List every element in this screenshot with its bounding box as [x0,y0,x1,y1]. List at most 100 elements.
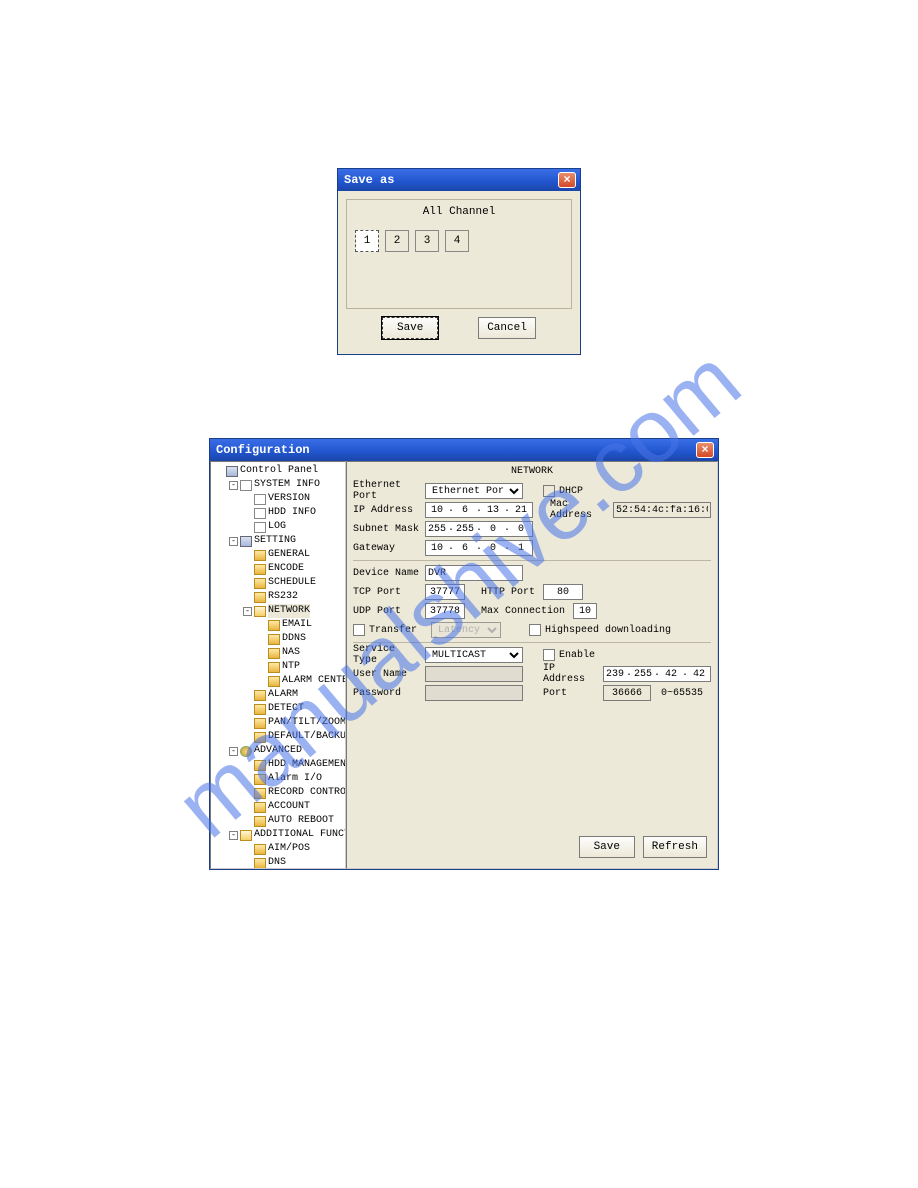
folder-open-icon [254,606,266,617]
folder-icon [254,578,266,589]
tree-record-control[interactable]: RECORD CONTROL [243,786,345,800]
tree-additional[interactable]: -ADDITIONAL FUNCTION AIM/POS DNS [229,828,345,869]
tree-schedule[interactable]: SCHEDULE [243,576,345,590]
folder-icon [268,662,280,673]
highspeed-checkbox[interactable] [529,624,541,636]
tree-hdd-mgmt[interactable]: HDD MANAGEMENT [243,758,345,772]
sm-oct3[interactable] [482,522,504,536]
http-port-input[interactable] [543,584,583,600]
tree-rs232[interactable]: RS232 [243,590,345,604]
expander-icon[interactable]: - [229,481,238,490]
tree-log[interactable]: LOG [243,520,345,534]
channel-groupbox: All Channel 1 2 3 4 [346,199,572,309]
tree-account[interactable]: ACCOUNT [243,800,345,814]
folder-icon [254,760,266,771]
tcp-port-input[interactable] [425,584,465,600]
max-conn-input[interactable] [573,603,597,619]
svcip-oct3[interactable] [660,667,682,681]
tree-nas[interactable]: NAS [257,646,345,660]
svcip-oct1[interactable] [604,667,626,681]
sm-oct2[interactable] [454,522,476,536]
cancel-button[interactable]: Cancel [478,317,536,339]
transfer-checkbox[interactable] [353,624,365,636]
gw-oct1[interactable] [426,541,448,555]
folder-icon [254,564,266,575]
folder-icon [268,634,280,645]
expander-icon[interactable]: - [229,831,238,840]
tree-advanced[interactable]: -ADVANCED HDD MANAGEMENT Alarm I/O RECOR… [229,744,345,828]
folder-icon [268,620,280,631]
gw-oct4[interactable] [510,541,532,555]
tree-auto-reboot[interactable]: AUTO REBOOT [243,814,345,828]
ip-oct4[interactable] [510,503,532,517]
tree-general[interactable]: GENERAL [243,548,345,562]
nav-tree[interactable]: Control Panel -SYSTEM INFO VERSION HDD I… [210,461,346,869]
save-button[interactable]: Save [579,836,635,858]
tree-alarm-io[interactable]: Alarm I/O [243,772,345,786]
tree-hdd-info[interactable]: HDD INFO [243,506,345,520]
service-type-select[interactable]: MULTICAST [425,647,523,663]
port-range: 0~65535 [661,688,703,699]
svc-ip-input[interactable]: . . . [603,666,711,682]
folder-icon [254,550,266,561]
enable-label: Enable [559,650,595,661]
gear-icon [240,746,252,757]
ip-oct1[interactable] [426,503,448,517]
expander-icon[interactable]: - [229,747,238,756]
tree-ptz[interactable]: PAN/TILT/ZOOM [243,716,345,730]
channel-3-button[interactable]: 3 [415,230,439,252]
refresh-button[interactable]: Refresh [643,836,707,858]
gw-oct2[interactable] [454,541,476,555]
tree-detect[interactable]: DETECT [243,702,345,716]
mac-address-label: Mac Address [550,499,609,521]
password-input [425,685,523,701]
tree-default-backup[interactable]: DEFAULT/BACKUP [243,730,345,744]
channel-4-button[interactable]: 4 [445,230,469,252]
save-button[interactable]: Save [382,317,438,339]
gw-oct3[interactable] [482,541,504,555]
svcip-oct2[interactable] [632,667,654,681]
subnet-mask-input[interactable]: . . . [425,521,533,537]
tree-encode[interactable]: ENCODE [243,562,345,576]
expander-icon[interactable]: - [243,607,252,616]
folder-icon [254,844,266,855]
ip-oct3[interactable] [482,503,504,517]
svcip-oct4[interactable] [688,667,710,681]
folder-icon [254,592,266,603]
gateway-input[interactable]: . . . [425,540,533,556]
tree-version[interactable]: VERSION [243,492,345,506]
tree-setting[interactable]: -SETTING GENERAL ENCODE SCHEDULE RS232 -… [229,534,345,744]
panel-icon [226,466,238,477]
tree-email[interactable]: EMAIL [257,618,345,632]
tree-alarm-center[interactable]: ALARM CENTER [257,674,345,688]
transfer-label: Transfer [369,625,427,636]
ip-oct2[interactable] [454,503,476,517]
tree-ntp[interactable]: NTP [257,660,345,674]
ip-address-input[interactable]: . . . [425,502,533,518]
port-input [603,685,651,701]
doc-icon [254,508,266,519]
sm-oct4[interactable] [510,522,532,536]
dhcp-checkbox[interactable] [543,485,555,497]
tree-aim-pos[interactable]: AIM/POS [243,842,345,856]
channel-1-button[interactable]: 1 [355,230,379,252]
sm-oct1[interactable] [426,522,448,536]
enable-checkbox[interactable] [543,649,555,661]
ethernet-port-select[interactable]: Ethernet Port1 [425,483,523,499]
close-icon[interactable]: × [558,172,576,188]
tree-system-info[interactable]: -SYSTEM INFO VERSION HDD INFO LOG [229,478,345,534]
close-icon[interactable]: × [696,442,714,458]
doc-icon [254,522,266,533]
tcp-port-label: TCP Port [353,587,421,598]
expander-icon[interactable]: - [229,537,238,546]
tree-ddns[interactable]: DDNS [257,632,345,646]
folder-icon [254,816,266,827]
folder-icon [254,774,266,785]
tree-network[interactable]: -NETWORK EMAIL DDNS NAS NTP ALARM CENTER [243,604,345,688]
tree-dns[interactable]: DNS [243,856,345,869]
device-name-input[interactable] [425,565,523,581]
udp-port-input[interactable] [425,603,465,619]
tree-root[interactable]: Control Panel -SYSTEM INFO VERSION HDD I… [215,464,345,869]
channel-2-button[interactable]: 2 [385,230,409,252]
tree-alarm[interactable]: ALARM [243,688,345,702]
